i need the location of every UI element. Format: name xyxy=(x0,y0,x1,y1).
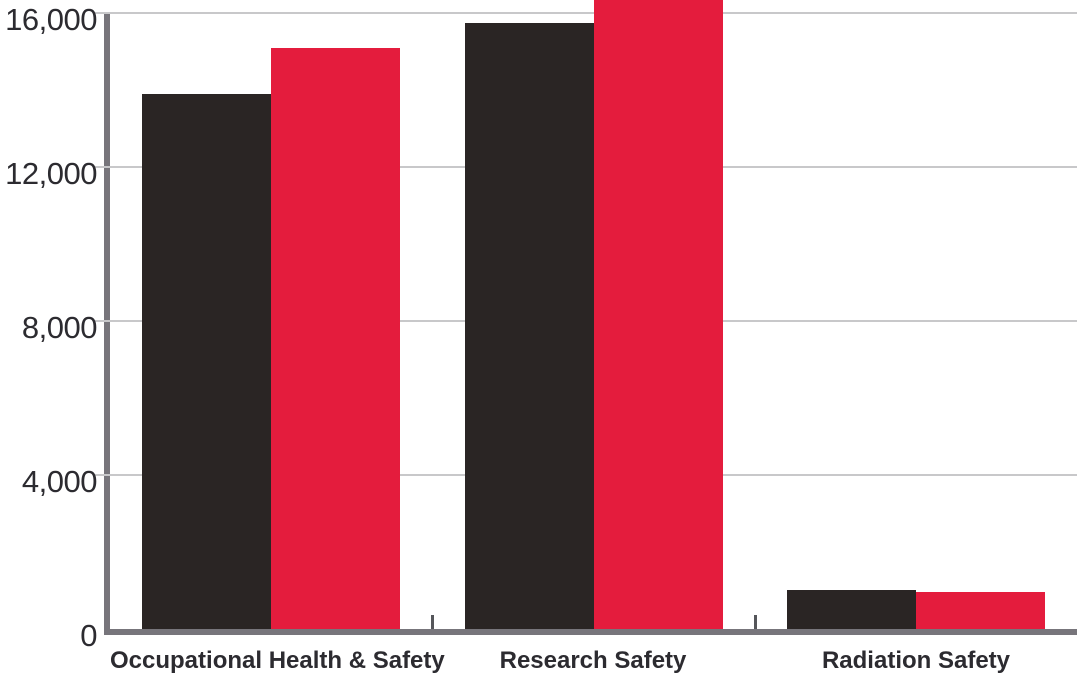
y-axis-tick-label: 16,000 xyxy=(5,2,97,37)
y-axis-line xyxy=(104,13,110,635)
x-axis-boundary-tick xyxy=(753,615,757,629)
bar-red-2 xyxy=(594,0,723,629)
bar-red-3 xyxy=(916,592,1045,629)
bar-dark-2 xyxy=(465,23,594,629)
y-axis-tick-label: 12,000 xyxy=(5,156,97,191)
x-axis-category-label: Radiation Safety xyxy=(821,647,1011,674)
bar-dark-1 xyxy=(142,94,271,629)
bar-red-1 xyxy=(271,48,400,629)
y-axis-tick-label: 0 xyxy=(80,618,97,653)
x-axis-category-label: Occupational Health & Safety xyxy=(110,647,445,674)
y-axis-tick-label: 4,000 xyxy=(21,464,98,499)
x-axis-category-label: Research Safety xyxy=(499,647,687,674)
x-axis-boundary-tick xyxy=(431,615,435,629)
gridline-16000 xyxy=(95,12,1077,14)
y-axis-tick-label: 8,000 xyxy=(21,310,98,345)
x-axis-line xyxy=(104,629,1077,635)
bar-dark-3 xyxy=(787,590,916,629)
